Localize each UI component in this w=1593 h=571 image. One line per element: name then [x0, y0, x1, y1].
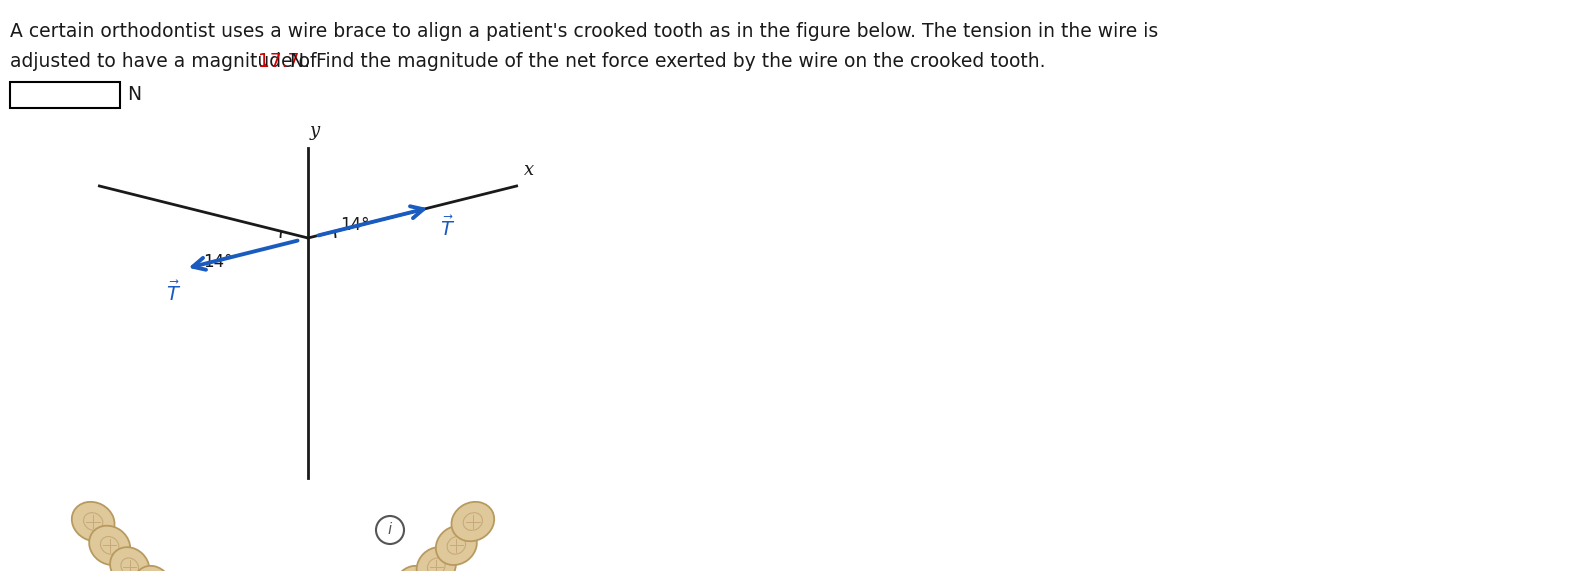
Text: x: x — [524, 161, 535, 179]
Text: 17.7: 17.7 — [258, 52, 299, 71]
Text: i: i — [387, 522, 392, 537]
FancyBboxPatch shape — [10, 82, 119, 108]
Text: N: N — [127, 86, 142, 104]
Ellipse shape — [134, 566, 172, 571]
Ellipse shape — [393, 566, 432, 571]
Ellipse shape — [89, 526, 131, 565]
Text: A certain orthodontist uses a wire brace to align a patient's crooked tooth as i: A certain orthodontist uses a wire brace… — [10, 22, 1158, 41]
Text: $\vec{T}$: $\vec{T}$ — [440, 215, 456, 240]
Ellipse shape — [110, 547, 150, 571]
Text: 14°: 14° — [339, 216, 370, 234]
Ellipse shape — [417, 547, 456, 571]
Ellipse shape — [72, 502, 115, 541]
Text: adjusted to have a magnitude of: adjusted to have a magnitude of — [10, 52, 322, 71]
Ellipse shape — [436, 526, 476, 565]
Text: $\vec{T}$: $\vec{T}$ — [166, 280, 182, 305]
Text: 14°: 14° — [202, 253, 233, 271]
Ellipse shape — [451, 502, 494, 541]
Text: y: y — [311, 122, 320, 140]
Text: N. Find the magnitude of the net force exerted by the wire on the crooked tooth.: N. Find the magnitude of the net force e… — [284, 52, 1045, 71]
